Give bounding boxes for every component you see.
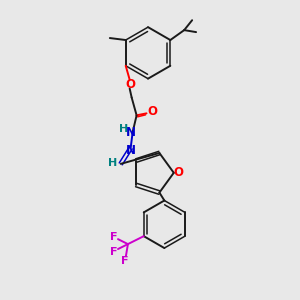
Text: N: N — [126, 126, 136, 139]
Text: N: N — [126, 145, 136, 158]
Text: O: O — [174, 166, 184, 179]
Text: O: O — [148, 105, 158, 118]
Text: H: H — [108, 158, 118, 168]
Text: H: H — [119, 124, 128, 134]
Text: F: F — [110, 232, 118, 242]
Text: F: F — [121, 256, 129, 266]
Text: F: F — [110, 247, 118, 257]
Text: O: O — [126, 78, 136, 91]
